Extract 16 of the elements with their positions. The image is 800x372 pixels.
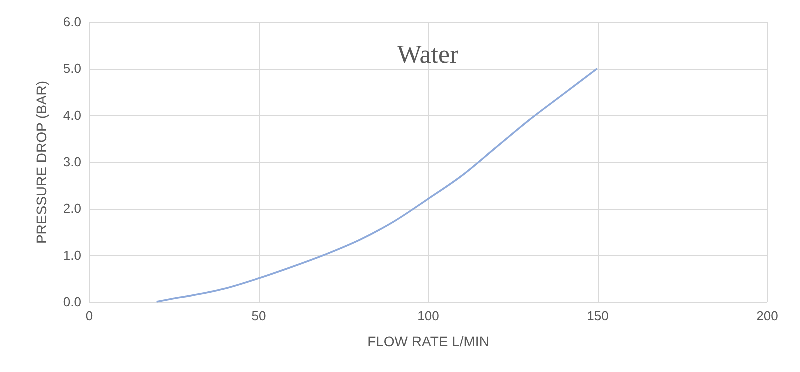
x-tick-label: 150 — [587, 308, 609, 324]
y-tick-label: 6.0 — [63, 14, 82, 30]
y-tick-label: 4.0 — [63, 108, 82, 123]
x-tick-label: 100 — [418, 308, 440, 324]
y-tick-label: 0.0 — [63, 294, 82, 310]
x-tick-label: 200 — [756, 308, 778, 324]
y-tick-label: 5.0 — [63, 61, 82, 76]
y-tick-label: 1.0 — [63, 248, 82, 263]
text: Water — [397, 40, 460, 69]
y-tick-label: 3.0 — [63, 154, 82, 170]
y-axis-title: PRESSURE DROP (BAR) — [33, 80, 50, 244]
x-tick-label: 0 — [86, 308, 94, 324]
y-tick-label: 2.0 — [63, 201, 82, 216]
x-tick-label: 50 — [252, 308, 266, 324]
line-series — [156, 68, 598, 303]
x-axis-title: FLOW RATE L/MIN — [368, 334, 490, 350]
